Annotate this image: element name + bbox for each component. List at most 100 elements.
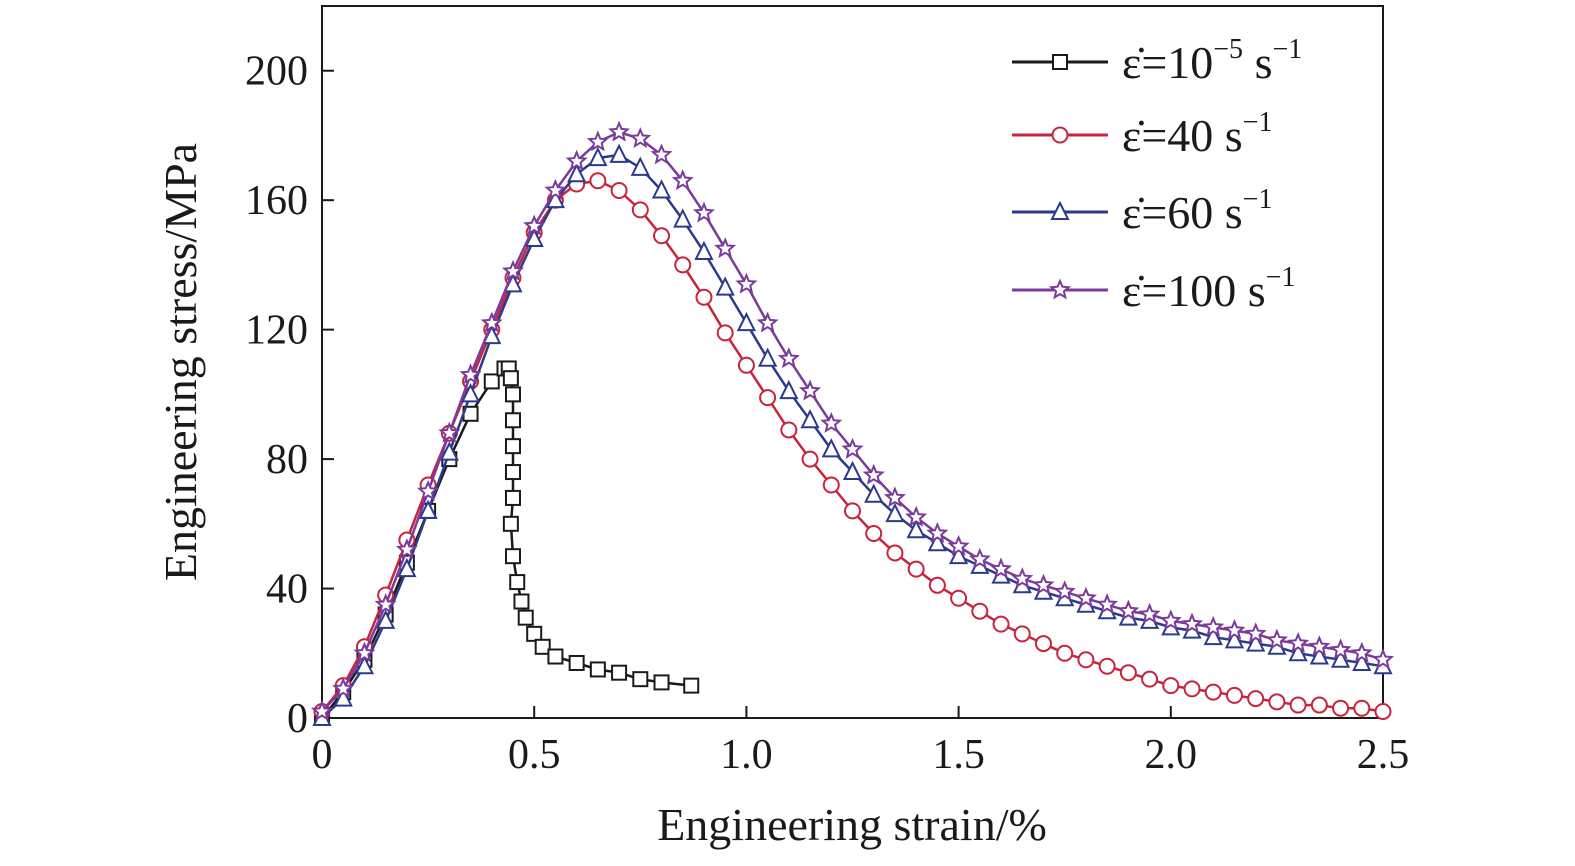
legend-label-unit: s — [1213, 187, 1242, 238]
data-point — [480, 311, 503, 333]
data-point — [565, 149, 588, 171]
data-point — [1117, 599, 1140, 621]
data-point — [504, 489, 521, 506]
data-point — [928, 576, 946, 594]
data-point — [1353, 699, 1371, 717]
legend-label: ε̇=10−5 s−1 — [1122, 34, 1302, 88]
data-point — [1138, 602, 1161, 624]
data-point — [417, 479, 440, 501]
data-point — [822, 476, 840, 494]
data-point — [588, 146, 608, 167]
data-point — [1332, 699, 1350, 717]
data-point — [1288, 642, 1308, 662]
series-line — [321, 153, 1384, 719]
data-point — [1265, 628, 1288, 650]
data-point — [544, 178, 567, 200]
data-point — [310, 699, 334, 721]
data-point — [501, 259, 524, 281]
data-point — [1056, 644, 1074, 662]
data-point — [353, 641, 376, 663]
legend-label-unit-exponent: −1 — [1243, 107, 1273, 138]
legend-label-base: ε̇=40 — [1122, 110, 1213, 161]
data-point — [1202, 615, 1225, 637]
legend-swatch-marker — [1052, 54, 1068, 70]
data-point — [629, 127, 652, 149]
data-point — [1329, 638, 1352, 660]
data-point — [1183, 680, 1201, 698]
data-point — [990, 557, 1013, 579]
data-point — [799, 379, 822, 401]
x-tick-label: 2.0 — [1145, 732, 1198, 778]
data-point — [523, 214, 546, 236]
data-point — [885, 502, 905, 523]
y-tick-label: 0 — [287, 696, 308, 742]
axis-ticks: 0 0.5 1.0 1.5 2.0 2.5 0 40 80 120 160 200 — [245, 49, 1409, 778]
data-point — [1034, 635, 1052, 653]
legend-label-exponent: −5 — [1213, 34, 1243, 65]
data-point — [332, 677, 355, 699]
data-point — [756, 311, 779, 333]
legend-item: ε̇=100 s−1 — [1012, 262, 1295, 316]
x-tick-label: 0.5 — [508, 732, 561, 778]
data-point — [1244, 622, 1267, 644]
legend-label-base: ε̇=10 — [1122, 37, 1213, 88]
plot-frame — [321, 5, 1384, 719]
data-point — [1119, 664, 1137, 682]
data-point — [1053, 580, 1076, 602]
data-point — [610, 181, 628, 199]
data-point — [947, 534, 970, 556]
legend-label-base: ε̇=60 — [1122, 187, 1213, 238]
legend-label-unit: s — [1213, 110, 1242, 161]
legend-label-unit: s — [1236, 265, 1265, 316]
legend-label-unit-exponent: −1 — [1272, 34, 1302, 65]
series-layer — [310, 120, 1395, 726]
data-point — [865, 525, 883, 543]
data-point — [1162, 677, 1180, 695]
data-point — [504, 548, 521, 565]
data-point — [650, 143, 673, 165]
x-tick-label: 1.0 — [720, 732, 773, 778]
legend-label: ε̇=60 s−1 — [1122, 184, 1272, 238]
legend-swatch-marker — [1050, 200, 1070, 220]
series-star — [310, 120, 1395, 721]
data-point — [841, 437, 864, 459]
data-point — [1350, 641, 1373, 663]
data-point — [1374, 703, 1392, 721]
data-point — [517, 609, 534, 626]
data-point — [907, 560, 925, 578]
data-point — [1159, 609, 1182, 631]
x-tick-label: 1.5 — [932, 732, 985, 778]
data-point — [374, 593, 397, 615]
data-point — [780, 421, 798, 439]
data-point — [1011, 567, 1034, 589]
data-point — [971, 602, 989, 620]
data-point — [568, 654, 585, 671]
data-point — [968, 547, 991, 569]
data-point — [395, 538, 418, 560]
data-point — [653, 674, 670, 691]
data-point — [586, 130, 609, 152]
data-point — [1287, 632, 1310, 653]
data-point — [459, 363, 482, 385]
data-point — [547, 648, 564, 665]
data-point — [758, 347, 778, 367]
data-point — [608, 120, 631, 142]
data-point — [683, 677, 700, 694]
legend-label-base: ε̇=100 — [1122, 265, 1236, 316]
data-point — [651, 179, 672, 199]
data-point — [502, 515, 519, 532]
data-point — [1330, 648, 1351, 668]
data-point — [844, 502, 861, 520]
data-point — [589, 172, 607, 190]
legend-label-unit: s — [1243, 37, 1272, 88]
y-axis-title: Engineering stress/MPa — [155, 143, 206, 581]
data-point — [992, 615, 1010, 633]
data-point — [801, 450, 819, 468]
data-point — [439, 441, 459, 461]
data-point — [842, 460, 863, 481]
legend-swatch-marker — [1048, 278, 1072, 300]
data-point — [1141, 670, 1159, 688]
data-point — [927, 532, 947, 552]
data-point — [1246, 632, 1266, 652]
